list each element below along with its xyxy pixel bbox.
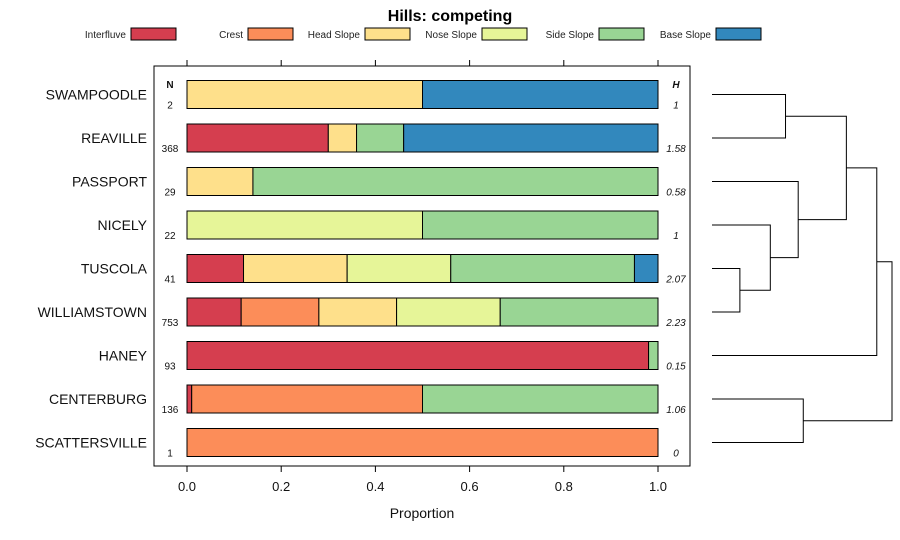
legend-label: Head Slope: [308, 30, 361, 41]
h-column-header: H: [672, 80, 680, 91]
row-label: TUSCOLA: [81, 261, 148, 277]
legend-swatch: [247, 27, 294, 41]
legend-label: Interfluve: [85, 30, 127, 41]
row-label: HANEY: [99, 348, 148, 364]
dendrogram-branch: [712, 398, 804, 443]
row-label: WILLIAMSTOWN: [38, 304, 147, 320]
legend-label: Side Slope: [546, 30, 595, 41]
legend-swatch: [364, 27, 411, 41]
row-n-value: 22: [164, 231, 176, 242]
bar-segment: [186, 123, 329, 153]
bar-segment: [186, 384, 193, 414]
row-h-value: 1: [673, 231, 679, 242]
bar-segment: [186, 167, 254, 196]
bar-segment: [648, 341, 659, 370]
row-labels: SWAMPOODLE 2 1 REAVILLE 368 1.58 PASSPORT 29 0.5…: [35, 87, 686, 460]
dendrogram-branch: [785, 115, 847, 221]
row-label: SCATTERSVILLE: [35, 435, 147, 451]
bar-segment: [252, 167, 659, 196]
row-n-value: 2: [167, 101, 173, 112]
dendrogram-branch: [712, 224, 771, 291]
bar-segment: [403, 123, 659, 153]
bar-segment: [346, 254, 452, 283]
row-n-value: 29: [164, 188, 176, 199]
bar-segment: [186, 341, 650, 370]
row-n-value: 93: [164, 362, 176, 373]
x-tick-label: 0.8: [555, 479, 573, 494]
x-tick-label: 0.0: [178, 479, 196, 494]
dendrogram-branch: [803, 261, 893, 422]
bar-segment: [327, 123, 358, 153]
bar-segment: [186, 80, 423, 109]
row-n-value: 136: [162, 405, 179, 416]
row-h-value: 1.58: [666, 144, 686, 155]
bar-segment: [318, 297, 398, 327]
x-axis: 0.0 0.2 0.4 0.6 0.8 1.0: [178, 60, 667, 494]
bar-segment: [240, 297, 320, 327]
row-h-value: 0.58: [666, 188, 686, 199]
bar-segment: [186, 428, 659, 457]
x-tick-label: 1.0: [649, 479, 667, 494]
bar-segment: [422, 210, 659, 240]
bar-segment: [186, 210, 423, 240]
dendrogram-branch: [712, 268, 741, 313]
row-n-value: 368: [162, 144, 179, 155]
x-axis-label: Proportion: [390, 505, 455, 521]
dendrogram-branch: [712, 94, 787, 139]
bar-segment: [499, 297, 659, 327]
plot-frame: [153, 65, 691, 467]
row-label: CENTERBURG: [49, 391, 147, 407]
dendrogram-branch: [712, 167, 878, 356]
row-h-value: 2.23: [665, 318, 686, 329]
legend-label: Base Slope: [660, 30, 712, 41]
legend-swatch: [715, 27, 762, 41]
row-n-value: 1: [167, 449, 173, 460]
row-label: PASSPORT: [72, 174, 147, 190]
row-n-value: 753: [162, 318, 179, 329]
legend: Interfluve Crest Head Slope Nose Slope Side …: [85, 27, 762, 41]
row-h-value: 1: [673, 101, 679, 112]
row-h-value: 0.15: [666, 362, 686, 373]
row-h-value: 1.06: [666, 405, 686, 416]
x-tick-label: 0.6: [461, 479, 479, 494]
x-tick-label: 0.2: [272, 479, 290, 494]
legend-label: Nose Slope: [425, 30, 477, 41]
bar-segment: [243, 254, 348, 283]
legend-swatch: [598, 27, 645, 41]
bar-segment: [396, 297, 501, 327]
row-label: REAVILLE: [81, 130, 147, 146]
dendrogram: [712, 94, 893, 443]
chart-title: Hills: competing: [388, 8, 512, 25]
bar-segment: [422, 80, 659, 109]
bar-segment: [356, 123, 405, 153]
row-h-value: 0: [673, 449, 679, 460]
row-h-value: 2.07: [665, 275, 686, 286]
row-label: SWAMPOODLE: [46, 87, 147, 103]
row-n-value: 41: [164, 275, 176, 286]
row-label: NICELY: [97, 217, 147, 233]
bar-segment: [422, 384, 659, 414]
legend-swatch: [481, 27, 528, 41]
bars-group: [186, 80, 659, 457]
bar-segment: [186, 254, 245, 283]
legend-label: Crest: [219, 30, 243, 41]
bar-segment: [186, 297, 242, 327]
legend-swatch: [130, 27, 177, 41]
bar-segment: [450, 254, 635, 283]
n-column-header: N: [166, 80, 173, 91]
dendrogram-branch: [712, 181, 799, 259]
x-tick-label: 0.4: [366, 479, 384, 494]
bar-segment: [633, 254, 659, 283]
bar-segment: [191, 384, 423, 414]
